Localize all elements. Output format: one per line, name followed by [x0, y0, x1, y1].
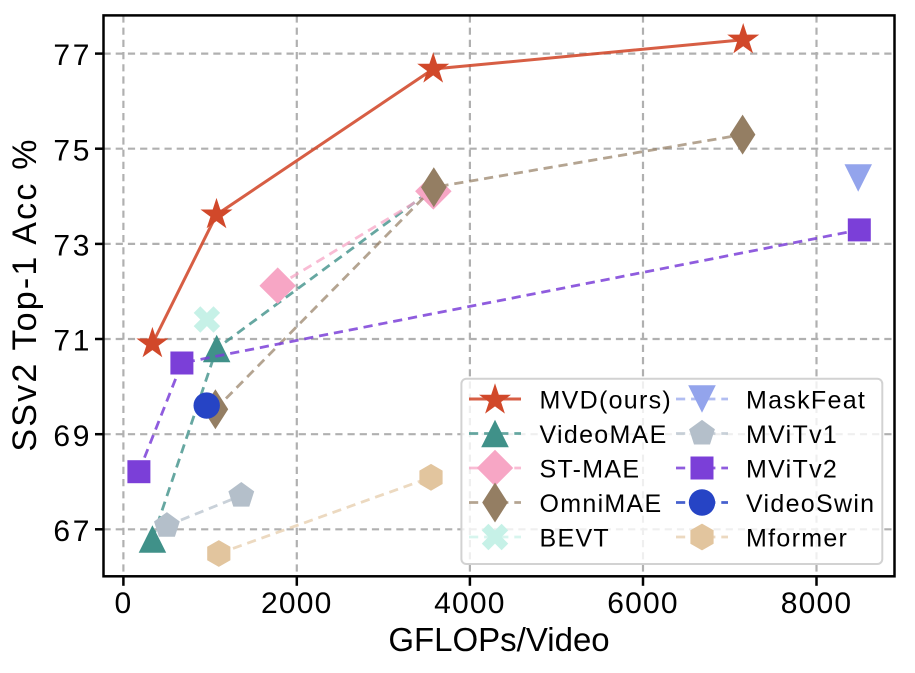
- svg-text:MVD(ours): MVD(ours): [540, 386, 673, 414]
- svg-text:OmniMAE: OmniMAE: [540, 490, 663, 518]
- svg-text:8000: 8000: [781, 587, 853, 620]
- svg-text:71: 71: [53, 325, 92, 358]
- svg-text:VideoSwin: VideoSwin: [746, 490, 875, 518]
- svg-text:MaskFeat: MaskFeat: [746, 386, 866, 414]
- svg-text:73: 73: [53, 230, 92, 263]
- svg-text:Mformer: Mformer: [746, 524, 848, 552]
- svg-text:67: 67: [53, 515, 92, 548]
- svg-text:0: 0: [114, 587, 132, 620]
- svg-text:BEVT: BEVT: [540, 524, 611, 552]
- svg-text:VideoMAE: VideoMAE: [540, 421, 668, 449]
- svg-text:4000: 4000: [434, 587, 506, 620]
- svg-text:69: 69: [53, 420, 92, 453]
- svg-text:MViTv1: MViTv1: [746, 421, 838, 449]
- svg-text:SSv2 Top-1 Acc %: SSv2 Top-1 Acc %: [6, 137, 44, 451]
- svg-text:MViTv2: MViTv2: [746, 455, 838, 483]
- svg-text:75: 75: [53, 134, 92, 167]
- svg-text:2000: 2000: [261, 587, 333, 620]
- svg-text:ST-MAE: ST-MAE: [540, 455, 641, 483]
- svg-text:77: 77: [53, 39, 92, 72]
- svg-text:GFLOPs/Video: GFLOPs/Video: [388, 621, 609, 658]
- svg-text:6000: 6000: [607, 587, 679, 620]
